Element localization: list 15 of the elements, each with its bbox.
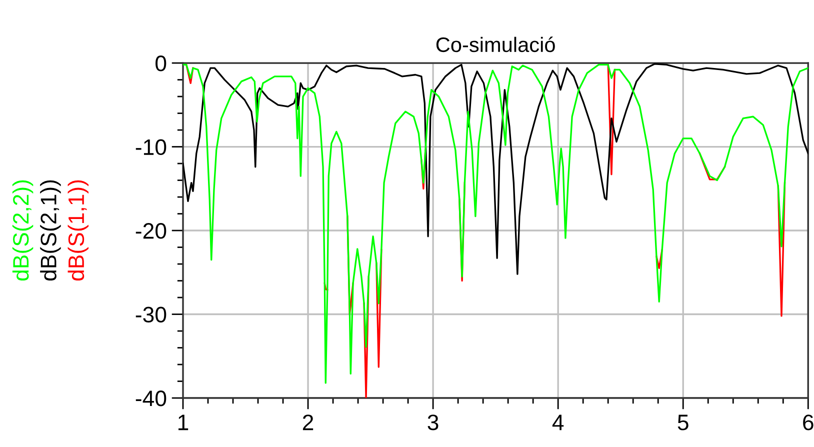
x-tick-label: 6 (803, 414, 814, 430)
chart-title: Co-simulació (436, 36, 555, 52)
y-tick-label: -20 (136, 223, 166, 239)
x-tick-label: 3 (428, 414, 438, 430)
y-tick-label: -30 (136, 306, 166, 323)
text: dB(S(2,1)) (40, 180, 61, 281)
y-tick-label: -40 (136, 390, 166, 406)
x-tick-label: 4 (552, 414, 564, 430)
y-tick-label: 0 (156, 56, 166, 72)
text: dB(S(1,1)) (68, 180, 88, 281)
x-tick-label: 2 (302, 414, 314, 430)
y-tick-label: -10 (136, 139, 166, 156)
text: dB(S(2,2)) (12, 180, 34, 281)
x-tick-label: 5 (678, 414, 688, 430)
x-tick-label: 1 (178, 414, 188, 430)
